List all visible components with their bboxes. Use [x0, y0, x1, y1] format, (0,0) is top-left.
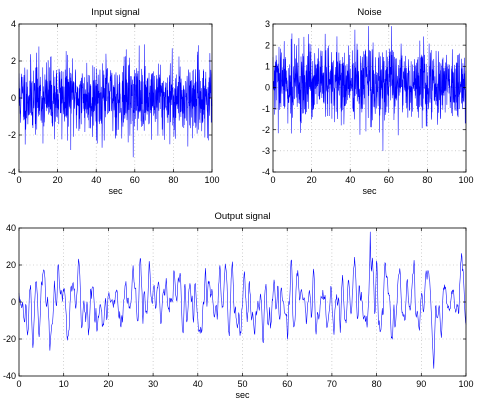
x-tick-label: 0: [270, 175, 275, 185]
x-tick-label: 40: [91, 175, 101, 185]
chart-title: Input signal: [91, 7, 140, 18]
y-tick-label: 4: [11, 19, 16, 29]
y-tick-label: 3: [265, 19, 270, 29]
x-tick-label: 20: [307, 175, 317, 185]
x-tick-label: 70: [327, 379, 337, 389]
y-tick-label: 2: [11, 56, 16, 66]
chart-title: Noise: [357, 7, 381, 18]
y-tick-label: 0: [11, 93, 16, 103]
y-tick-label: 0: [265, 83, 270, 93]
chart-1: 0 20 40 60 80 100 3 2 1 0 -1 -2 -3 -4 Noise sec: [262, 7, 474, 196]
x-tick-label: 0: [16, 379, 21, 389]
x-tick-label: 60: [130, 175, 140, 185]
y-tick-label: 1: [265, 61, 270, 71]
y-tick-label: 20: [6, 260, 16, 270]
x-tick-label: 90: [416, 379, 426, 389]
series-line: [272, 26, 467, 151]
x-axis-label: sec: [235, 390, 250, 400]
y-tick-label: -3: [262, 146, 270, 156]
x-tick-label: 20: [53, 175, 63, 185]
x-tick-label: 40: [193, 379, 203, 389]
y-tick-label: -4: [262, 167, 270, 177]
series-line: [18, 231, 467, 369]
y-tick-label: -2: [8, 130, 16, 140]
x-tick-label: 80: [168, 175, 178, 185]
x-tick-label: 20: [103, 379, 113, 389]
x-tick-label: 40: [345, 175, 355, 185]
chart-2: 0 10 20 30 40 50 60 70 80 90 100 40 20 0 -20 -40 Output …: [3, 211, 474, 400]
y-tick-label: -2: [262, 125, 270, 135]
x-tick-label: 80: [372, 379, 382, 389]
y-tick-label: -40: [3, 371, 16, 381]
x-tick-label: 30: [148, 379, 158, 389]
x-tick-label: 80: [422, 175, 432, 185]
x-tick-label: 60: [384, 175, 394, 185]
x-axis-label: sec: [362, 186, 377, 196]
x-tick-label: 100: [458, 175, 473, 185]
y-tick-label: -1: [262, 104, 270, 114]
y-tick-label: 40: [6, 223, 16, 233]
y-tick-label: 2: [265, 40, 270, 50]
y-tick-label: -20: [3, 334, 16, 344]
x-tick-label: 50: [237, 379, 247, 389]
x-tick-label: 0: [16, 175, 21, 185]
x-tick-label: 60: [282, 379, 292, 389]
x-axis-label: sec: [108, 186, 123, 196]
y-tick-label: 0: [11, 297, 16, 307]
y-tick-label: -4: [8, 167, 16, 177]
x-tick-label: 10: [59, 379, 69, 389]
chart-title: Output signal: [215, 211, 271, 222]
x-tick-label: 100: [204, 175, 219, 185]
x-tick-label: 100: [458, 379, 473, 389]
axes-frame: [272, 23, 467, 173]
series-line: [18, 44, 213, 158]
